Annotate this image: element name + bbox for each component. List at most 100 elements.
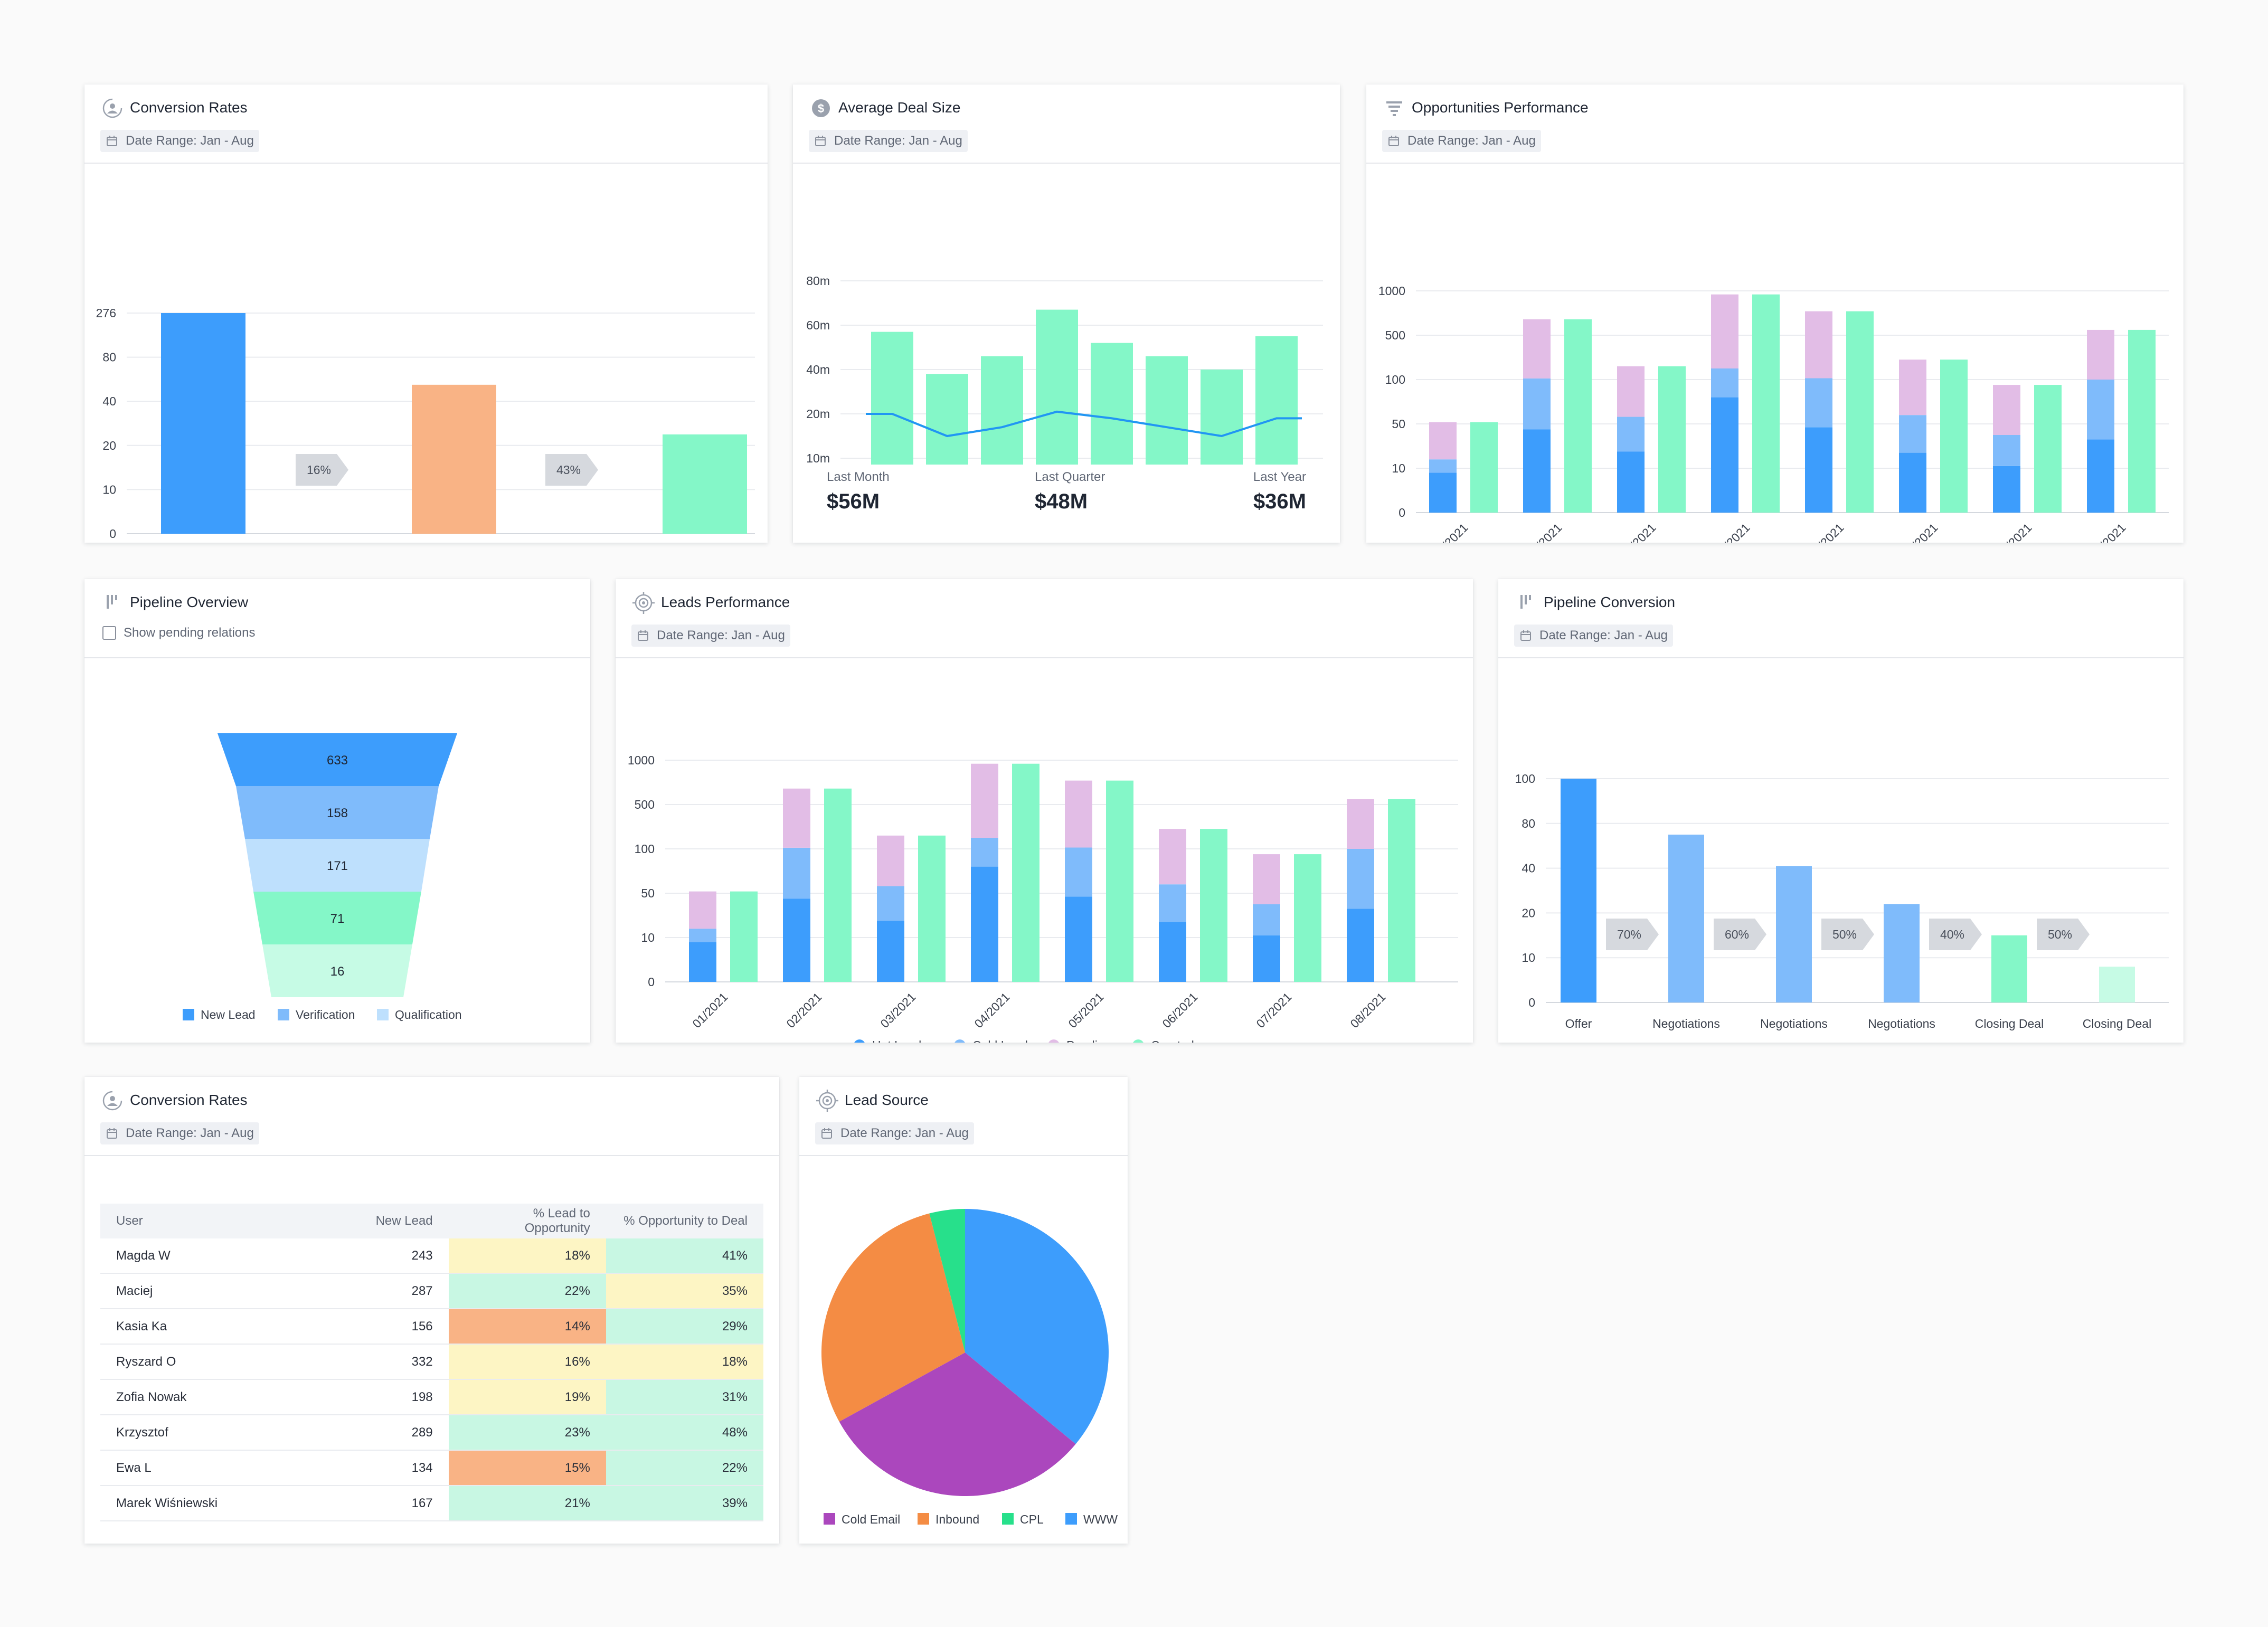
bar-segment	[1993, 466, 2020, 513]
bar	[1146, 356, 1188, 465]
x-tick-label: 08/2021	[1347, 990, 1388, 1030]
pipeline-conversion-card: Pipeline Conversion Date Range: Jan - Au…	[1498, 579, 2184, 1043]
stat-last-quarter: Last Quarter $48M	[1035, 470, 1105, 514]
x-tick-label: 04/2021	[971, 990, 1012, 1030]
x-tick-label: 02/2021	[1524, 521, 1564, 543]
stat-value: $56M	[827, 490, 880, 513]
stat-label: Last Month	[827, 470, 890, 484]
conversion-rate-chip	[296, 454, 348, 486]
y-tick-label: 20	[1522, 906, 1535, 920]
calendar-icon	[107, 1128, 117, 1139]
legend-label: Cold Email	[842, 1512, 900, 1526]
table-row[interactable]: Ewa L 134 15% 22%	[100, 1450, 763, 1486]
bar-segment	[783, 847, 810, 899]
legend-marker	[918, 1513, 929, 1525]
date-range-chip[interactable]: Date Range: Jan - Aug	[1514, 625, 1673, 647]
bar-segment	[1617, 451, 1645, 513]
conversion-rate-chip	[1606, 919, 1659, 950]
table-row[interactable]: Krzysztof 289 23% 48%	[100, 1415, 763, 1451]
y-tick-label: 10	[641, 931, 655, 944]
x-tick-label: Closing Deal	[2083, 1017, 2151, 1030]
legend-marker	[824, 1513, 835, 1525]
svg-text:$: $	[818, 102, 824, 115]
legend-marker	[1048, 1039, 1059, 1043]
date-range-chip[interactable]: Date Range: Jan - Aug	[100, 1122, 259, 1144]
legend-marker	[1002, 1513, 1014, 1525]
bar-segment	[1805, 378, 1832, 428]
pending-relations-checkbox[interactable]	[102, 626, 116, 640]
table-cell: 18%	[606, 1344, 763, 1380]
y-tick-label: 0	[1528, 996, 1535, 1009]
table-row[interactable]: Ryszard O 332 16% 18%	[100, 1344, 763, 1380]
bar-segment	[1347, 849, 1374, 909]
x-tick-label: 05/2021	[1065, 990, 1106, 1030]
table-cell: 21%	[448, 1486, 606, 1521]
bar-segment	[1429, 422, 1457, 460]
conversion-rates-table: User New Lead % Lead to Opportunity % Op…	[100, 1204, 763, 1521]
bar-segment	[1429, 472, 1457, 513]
table-cell: 134	[328, 1450, 449, 1486]
bar	[1884, 904, 1920, 1002]
card-header: Pipeline Conversion Date Range: Jan - Au…	[1498, 579, 2184, 658]
calendar-icon	[1520, 630, 1531, 641]
bar	[1388, 799, 1415, 982]
card-header: Pipeline Overview Show pending relations	[84, 579, 590, 658]
table-cell: 332	[328, 1344, 449, 1380]
column-header[interactable]: User	[100, 1204, 328, 1238]
legend-label: Inbound	[935, 1512, 979, 1526]
date-range-chip[interactable]: Date Range: Jan - Aug	[100, 130, 259, 152]
date-range-chip[interactable]: Date Range: Jan - Aug	[815, 1122, 974, 1144]
legend-label: Hot Lead	[872, 1038, 921, 1043]
funnel-value-label: 171	[327, 859, 348, 873]
bar-segment	[1159, 922, 1186, 982]
date-range-label: Date Range: Jan - Aug	[1539, 628, 1668, 642]
dollar-icon: $	[812, 99, 830, 117]
target-icon	[816, 1090, 838, 1112]
leads-performance-chart: 0 10 50 100 500 1000 01/2021 02/2021 03/2021 04/2…	[628, 753, 1458, 1043]
column-header[interactable]: % Opportunity to Deal	[606, 1204, 763, 1238]
calendar-icon	[638, 630, 648, 641]
y-tick-label: 0	[109, 527, 116, 541]
funnel-segment	[253, 892, 421, 944]
column-header[interactable]: New Lead	[328, 1204, 449, 1238]
bar	[1012, 763, 1040, 982]
table-row[interactable]: Kasia Ka 156 14% 29%	[100, 1309, 763, 1345]
bar	[1036, 309, 1078, 465]
bar	[1658, 366, 1686, 513]
table-cell: 48%	[606, 1415, 763, 1451]
target-icon	[632, 592, 655, 614]
date-range-chip[interactable]: Date Range: Jan - Aug	[809, 130, 968, 152]
bar-segment	[1065, 847, 1092, 897]
table-cell: 22%	[606, 1450, 763, 1486]
bar	[1201, 370, 1243, 465]
date-range-chip[interactable]: Date Range: Jan - Aug	[631, 625, 790, 647]
legend-label: WWW	[1083, 1512, 1118, 1526]
pie-slice	[929, 1209, 965, 1352]
card-title: Conversion Rates	[130, 1092, 248, 1108]
leads-performance-card: Leads Performance Date Range: Jan - Aug …	[616, 579, 1473, 1043]
bar-segment	[1711, 397, 1738, 513]
calendar-icon	[815, 136, 826, 146]
table-cell: 16%	[448, 1344, 606, 1380]
lead-source-pie-chart: Cold Email Inbound CPL WWW	[821, 1209, 1118, 1526]
calendar-icon	[1388, 136, 1399, 146]
table-cell: 156	[328, 1309, 449, 1345]
x-tick-label: 05/2021	[1806, 521, 1846, 543]
date-range-chip[interactable]: Date Range: Jan - Aug	[1382, 130, 1541, 152]
pipeline-conversion-chart: 0 10 20 40 80 100 Offer Negotiations Negotiation…	[1515, 772, 2169, 1030]
y-tick-label: 10	[1522, 951, 1535, 964]
legend-label: Created	[1151, 1038, 1194, 1043]
stat-value: $48M	[1035, 490, 1088, 513]
table-cell: 198	[328, 1379, 449, 1415]
table-row[interactable]: Marek Wiśniewski 167 21% 39%	[100, 1486, 763, 1521]
y-tick-label: 10	[102, 483, 116, 496]
x-tick-label: Closing Deal	[1975, 1017, 2044, 1030]
table-row[interactable]: Maciej 287 22% 35%	[100, 1273, 763, 1309]
table-row[interactable]: Magda W 243 18% 41%	[100, 1238, 763, 1274]
column-header[interactable]: % Lead to Opportunity	[448, 1204, 606, 1238]
average-deal-size-chart: 0m10m20m40m60m80mJanFebMarAprMayJunJulAu…	[806, 274, 1323, 465]
table-cell: 23%	[448, 1415, 606, 1451]
pending-relations-toggle[interactable]: Show pending relations	[102, 626, 256, 640]
table-row[interactable]: Zofia Nowak 198 19% 31%	[100, 1379, 763, 1415]
bar	[1846, 311, 1874, 513]
